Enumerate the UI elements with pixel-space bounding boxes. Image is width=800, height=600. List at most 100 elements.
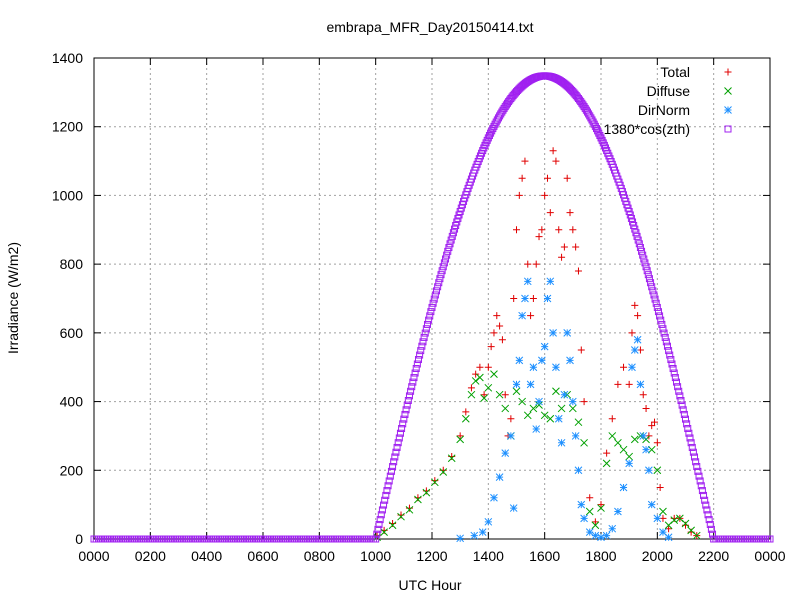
point [448, 232, 456, 240]
point [563, 329, 572, 337]
point [664, 533, 673, 542]
point [577, 346, 585, 354]
point [590, 120, 598, 128]
point [546, 209, 554, 217]
point [566, 209, 574, 217]
point [580, 438, 588, 447]
point [597, 504, 605, 512]
point [443, 251, 451, 259]
point [638, 247, 646, 255]
point [696, 477, 704, 485]
point [451, 225, 459, 233]
point [608, 415, 616, 423]
point [642, 404, 650, 412]
point [495, 390, 504, 399]
point [687, 439, 695, 447]
point [485, 132, 493, 140]
point [488, 127, 496, 135]
point [628, 363, 636, 372]
point [448, 453, 456, 461]
point [566, 356, 574, 365]
point [529, 363, 538, 372]
point [422, 487, 430, 495]
point [385, 477, 393, 485]
point [634, 236, 642, 244]
point [523, 411, 532, 420]
point [405, 504, 413, 512]
x-tick-label: 1600 [529, 548, 560, 564]
point [620, 363, 628, 371]
point [484, 517, 493, 526]
point [543, 174, 551, 182]
point [636, 380, 645, 389]
point [392, 448, 400, 456]
point [521, 294, 529, 303]
point [495, 473, 504, 482]
point [632, 229, 640, 237]
legend-marker [724, 68, 732, 76]
point [501, 404, 510, 413]
y-tick-label: 600 [60, 325, 84, 341]
x-tick-label: 2000 [642, 548, 673, 564]
point [692, 458, 700, 466]
x-tick-label: 0800 [304, 548, 335, 564]
point [585, 528, 594, 536]
point [422, 488, 431, 497]
point [388, 521, 397, 530]
point [680, 410, 688, 418]
point [630, 222, 638, 230]
point [591, 122, 599, 130]
point [704, 511, 712, 519]
point [501, 391, 509, 399]
point [653, 303, 661, 311]
point [482, 139, 490, 147]
point [386, 472, 394, 480]
point [667, 356, 675, 364]
point [670, 369, 678, 377]
y-axis: 0 200 400 600 800 1000 1200 1400 [52, 50, 770, 547]
point [674, 383, 682, 391]
point [701, 496, 709, 504]
point [397, 512, 405, 521]
point [571, 432, 580, 440]
point [529, 404, 538, 413]
point [546, 414, 555, 423]
point [707, 525, 715, 533]
point [651, 418, 659, 426]
point [540, 342, 549, 351]
point [552, 157, 560, 165]
point [484, 134, 492, 142]
point [666, 351, 674, 359]
point [580, 514, 588, 523]
point [523, 277, 532, 286]
point [625, 459, 634, 468]
point [419, 338, 427, 346]
point [381, 496, 389, 504]
point [694, 467, 702, 475]
point [484, 363, 492, 371]
point [648, 283, 656, 291]
point [614, 380, 622, 388]
point [614, 438, 622, 447]
point [391, 453, 399, 461]
point [518, 397, 526, 406]
point [478, 528, 487, 536]
x-tick-label: 0200 [135, 548, 166, 564]
point [425, 316, 433, 324]
point [589, 118, 597, 126]
point [518, 174, 526, 182]
point [557, 404, 566, 413]
point [515, 356, 524, 365]
point [535, 233, 543, 241]
point [651, 295, 659, 303]
y-tick-label: 200 [60, 462, 84, 478]
point [656, 312, 664, 320]
point [685, 429, 693, 437]
y-tick-label: 800 [60, 256, 84, 272]
point [659, 507, 667, 516]
point [487, 343, 495, 351]
point [596, 132, 604, 140]
point [649, 287, 657, 295]
point [555, 226, 563, 234]
legend: Total Diffuse DirNorm 1380*cos(zth) [604, 64, 732, 137]
